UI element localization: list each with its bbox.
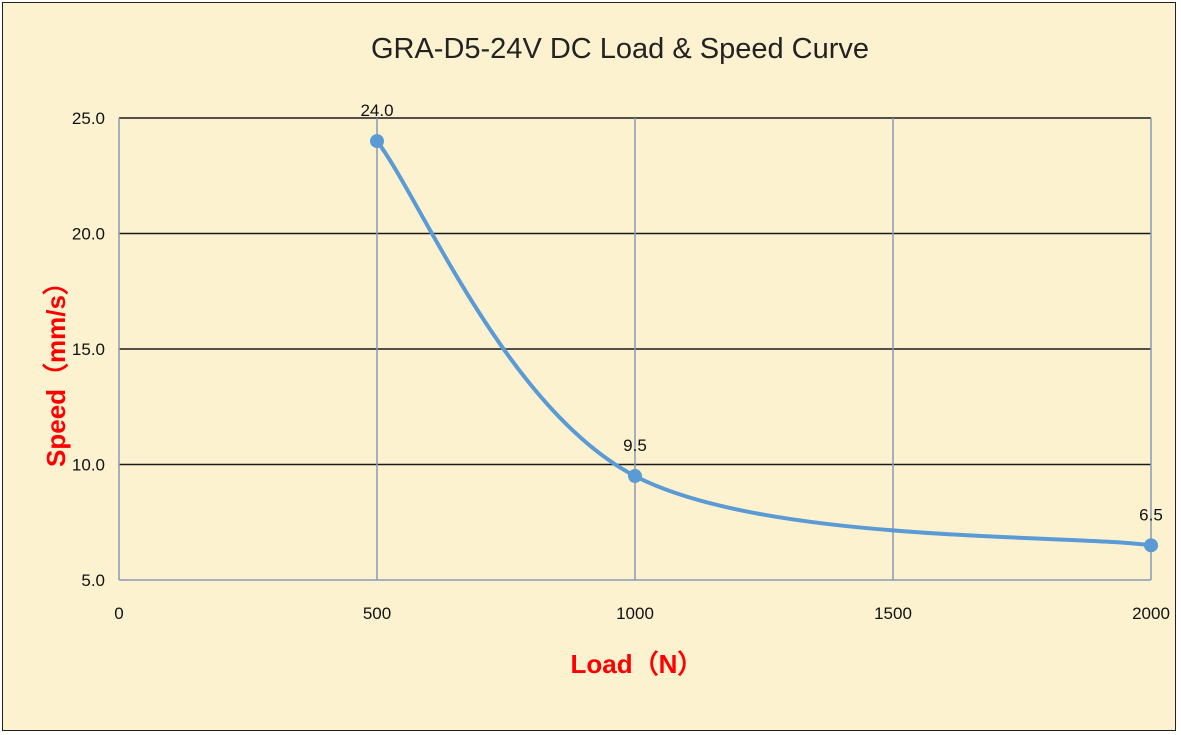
x-tick-label: 2000 (1132, 604, 1170, 623)
chart-title: GRA-D5-24V DC Load & Speed Curve (371, 33, 869, 65)
x-tick-label: 1000 (616, 604, 654, 623)
y-tick-label: 10.0 (72, 456, 105, 475)
grid-layer (118, 117, 1152, 581)
chart-svg: GRA-D5-24V DC Load & Speed Curve 24.0 9.5… (41, 33, 1170, 679)
x-tick-label: 500 (363, 604, 391, 623)
x-axis-title: Load（N） (571, 649, 704, 679)
y-tick-label: 20.0 (72, 225, 105, 244)
data-point (1144, 538, 1158, 553)
y-tick-label: 5.0 (81, 571, 105, 590)
data-point (628, 469, 642, 484)
y-tick-label: 15.0 (72, 340, 105, 359)
data-label: 6.5 (1139, 505, 1163, 524)
series-layer: 24.0 9.5 6.5 (360, 101, 1163, 553)
x-tick-label: 1500 (874, 604, 912, 623)
x-tick-label: 0 (114, 604, 123, 623)
series-line (375, 139, 1153, 548)
data-label: 24.0 (360, 101, 393, 120)
data-point (370, 134, 384, 149)
data-label: 9.5 (623, 436, 647, 455)
y-axis-title: Speed（mm/s） (41, 269, 71, 467)
tick-layer: 5.0 10.0 15.0 20.0 25.0 0 500 1000 1500 2000 (72, 109, 1170, 623)
y-tick-label: 25.0 (72, 109, 105, 128)
